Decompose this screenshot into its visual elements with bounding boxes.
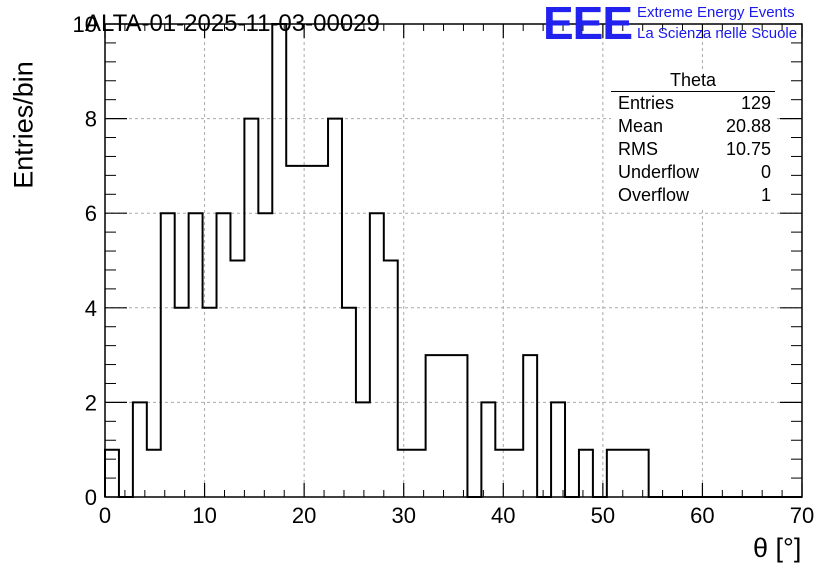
- histogram-bin: [523, 355, 537, 497]
- logo-line-2: La Scienza nelle Scuole: [637, 25, 798, 42]
- histogram-bin: [286, 166, 300, 497]
- histogram-bin: [607, 450, 621, 497]
- eee-logo: EEE: [543, 0, 633, 49]
- histogram-bin: [133, 402, 147, 497]
- stats-value: 129: [740, 93, 771, 113]
- histogram-bins: [105, 24, 649, 497]
- logo-line-1: Extreme Energy Events: [637, 4, 795, 21]
- histogram-bin: [189, 213, 203, 497]
- stats-row: Underflow 0: [611, 161, 775, 184]
- histogram-bin: [579, 450, 593, 497]
- histogram-bin: [454, 355, 468, 497]
- stats-value: 20.88: [725, 116, 771, 136]
- y-axis-label: Entries/bin: [8, 61, 39, 189]
- stats-row: Entries 129: [611, 92, 775, 115]
- axis-ticks: [104, 23, 803, 498]
- stats-label: Overflow: [618, 185, 690, 205]
- stats-row: Mean 20.88: [611, 115, 775, 138]
- x-tick-label: 0: [99, 503, 111, 528]
- stats-box: Theta Entries 129 Mean 20.88 RMS 10.75 U…: [611, 69, 775, 207]
- histogram-bin: [635, 450, 649, 497]
- x-tick-label: 40: [491, 503, 515, 528]
- histogram-bin: [551, 402, 565, 497]
- stats-label: Entries: [618, 93, 675, 113]
- x-tick-label: 10: [192, 503, 216, 528]
- x-tick-label: 70: [790, 503, 814, 528]
- x-axis-label: θ [°]: [753, 533, 802, 563]
- stats-label: RMS: [618, 139, 658, 159]
- histogram-bin: [370, 213, 384, 497]
- y-tick-label: 8: [85, 107, 97, 132]
- y-tick-label: 10: [73, 12, 97, 37]
- stats-label: Underflow: [618, 162, 700, 182]
- stats-title: Theta: [611, 69, 775, 92]
- x-tick-label: 30: [391, 503, 415, 528]
- histogram-bin: [230, 261, 244, 498]
- histogram-bin: [258, 213, 272, 497]
- histogram-bin: [481, 402, 495, 497]
- stats-value: 1: [760, 185, 771, 205]
- histogram-bin: [384, 261, 398, 498]
- stats-row: Overflow 1: [611, 184, 775, 207]
- histogram-bin: [356, 402, 370, 497]
- chart-title: ALTA-01-2025-11-03-00029: [85, 10, 380, 37]
- histogram-bin: [272, 24, 286, 497]
- histogram-bin: [217, 213, 231, 497]
- histogram-bin: [412, 450, 426, 497]
- stats-label: Mean: [618, 116, 664, 136]
- histogram-bin: [161, 213, 175, 497]
- histogram-bin: [105, 450, 119, 497]
- histogram-bin: [509, 450, 523, 497]
- histogram-bin: [175, 308, 189, 497]
- histogram-bin: [147, 450, 161, 497]
- histogram-bin: [300, 166, 314, 497]
- histogram-line: [104, 23, 802, 498]
- histogram-bin: [440, 355, 454, 497]
- plot-frame: [104, 23, 803, 498]
- histogram-bin: [621, 450, 635, 497]
- x-tick-label: 50: [591, 503, 615, 528]
- y-axis-label-wrap: Entries/bin: [8, 40, 40, 210]
- stats-value: 0: [760, 162, 771, 182]
- histogram-bin: [398, 450, 412, 497]
- x-tick-label: 60: [690, 503, 714, 528]
- stats-row: RMS 10.75: [611, 138, 775, 161]
- y-tick-label: 2: [85, 390, 97, 415]
- y-tick-label: 0: [85, 485, 97, 510]
- histogram-bin: [314, 166, 328, 497]
- histogram-bin: [426, 355, 440, 497]
- x-tick-label: 20: [292, 503, 316, 528]
- y-tick-label: 6: [85, 201, 97, 226]
- histogram-bin: [495, 450, 509, 497]
- stats-value: 10.75: [725, 139, 771, 159]
- y-tick-label: 4: [85, 296, 97, 321]
